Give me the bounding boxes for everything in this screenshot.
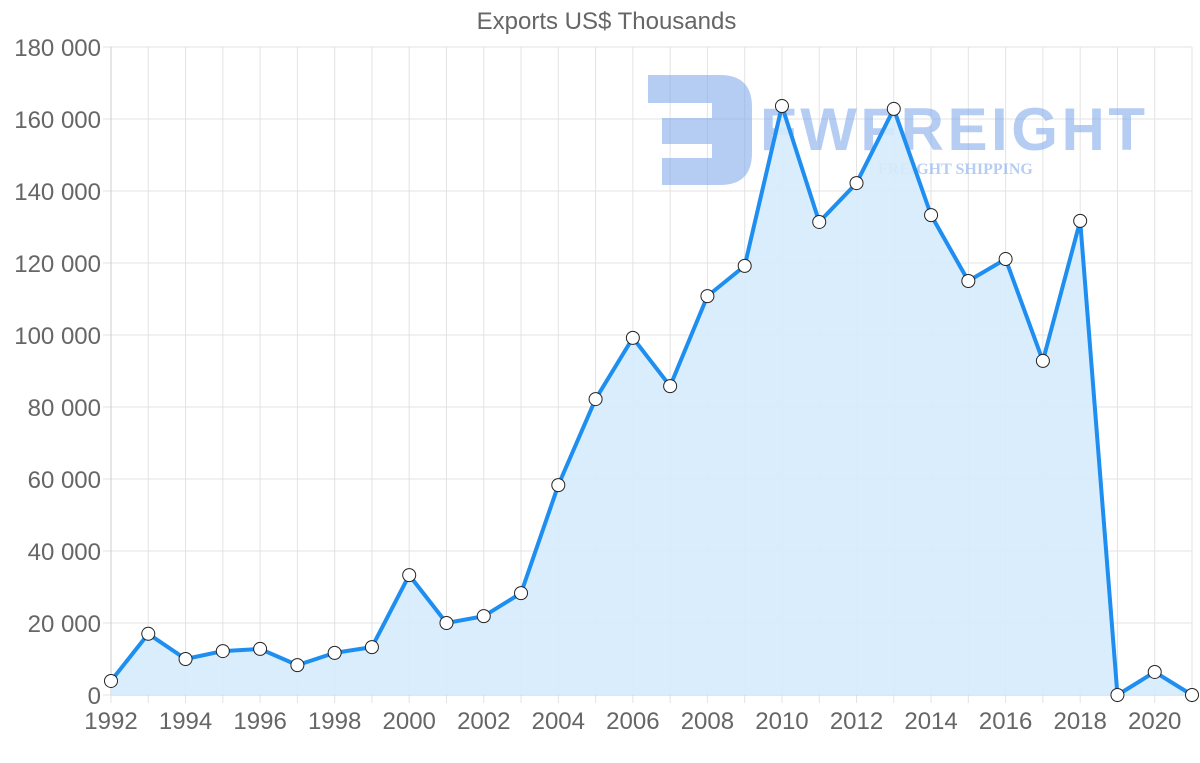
y-tick-label: 180 000 [14, 35, 101, 62]
x-tick-label: 1992 [84, 708, 137, 735]
data-point[interactable] [1185, 688, 1199, 702]
x-tick-label: 2012 [830, 708, 883, 735]
y-tick-label: 160 000 [14, 107, 101, 134]
y-tick-label: 140 000 [14, 179, 101, 206]
data-point[interactable] [812, 214, 827, 229]
logo-mark-icon [648, 75, 752, 185]
data-point[interactable] [1073, 213, 1088, 228]
y-tick-label: 20 000 [28, 611, 101, 638]
y-tick-label: 60 000 [28, 467, 101, 494]
series-area [111, 106, 1192, 696]
data-point[interactable] [178, 652, 193, 666]
x-tick-label: 2002 [457, 708, 510, 735]
data-point[interactable] [961, 274, 976, 288]
data-point[interactable] [924, 208, 939, 223]
data-point[interactable] [1035, 353, 1050, 368]
data-point[interactable] [625, 330, 640, 345]
x-tick-label: 1998 [308, 708, 361, 735]
data-point[interactable] [1110, 688, 1125, 702]
data-point[interactable] [141, 626, 156, 641]
data-point[interactable] [327, 645, 342, 660]
data-point[interactable] [886, 101, 901, 116]
x-tick-label: 2006 [606, 708, 659, 735]
x-tick-label: 1994 [159, 708, 212, 735]
x-tick-label: 2004 [532, 708, 585, 735]
data-point[interactable] [290, 658, 305, 673]
data-point[interactable] [998, 252, 1013, 267]
data-point[interactable] [588, 392, 603, 407]
x-tick-label: 2018 [1053, 708, 1106, 735]
data-point[interactable] [215, 644, 230, 659]
data-point[interactable] [700, 289, 715, 304]
x-tick-label: 2000 [383, 708, 436, 735]
data-point[interactable] [104, 673, 118, 688]
y-tick-label: 80 000 [28, 395, 101, 422]
data-point[interactable] [253, 641, 268, 656]
data-point[interactable] [551, 478, 566, 493]
data-point[interactable] [439, 616, 454, 630]
y-tick-label: 0 [88, 683, 101, 710]
y-tick-label: 120 000 [14, 251, 101, 278]
x-tick-label: 2014 [904, 708, 957, 735]
y-tick-label: 100 000 [14, 323, 101, 350]
x-tick-label: 2008 [681, 708, 734, 735]
data-point[interactable] [1147, 664, 1162, 679]
data-point[interactable] [849, 176, 864, 191]
x-tick-label: 2010 [755, 708, 808, 735]
chart-title: Exports US$ Thousands [476, 8, 737, 35]
data-point[interactable] [663, 379, 678, 394]
y-tick-label: 40 000 [28, 539, 101, 566]
data-point[interactable] [737, 258, 752, 273]
x-tick-label: 2020 [1128, 708, 1181, 735]
x-tick-label: 2016 [979, 708, 1032, 735]
data-point[interactable] [402, 568, 417, 583]
data-point[interactable] [476, 609, 491, 624]
data-point[interactable] [774, 99, 789, 114]
data-point[interactable] [364, 640, 379, 655]
watermark-brand: FWFREIGHT [760, 96, 1145, 163]
data-point[interactable] [514, 586, 529, 601]
x-tick-label: 1996 [233, 708, 286, 735]
